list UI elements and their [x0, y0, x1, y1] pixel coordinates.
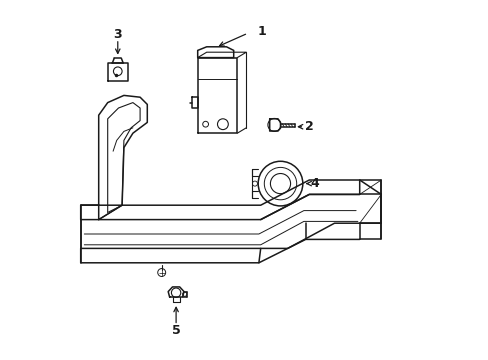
Text: 4: 4: [310, 177, 319, 190]
Text: 5: 5: [171, 324, 180, 337]
Text: 3: 3: [113, 28, 122, 41]
Text: 1: 1: [257, 25, 265, 38]
Text: 2: 2: [305, 120, 313, 133]
